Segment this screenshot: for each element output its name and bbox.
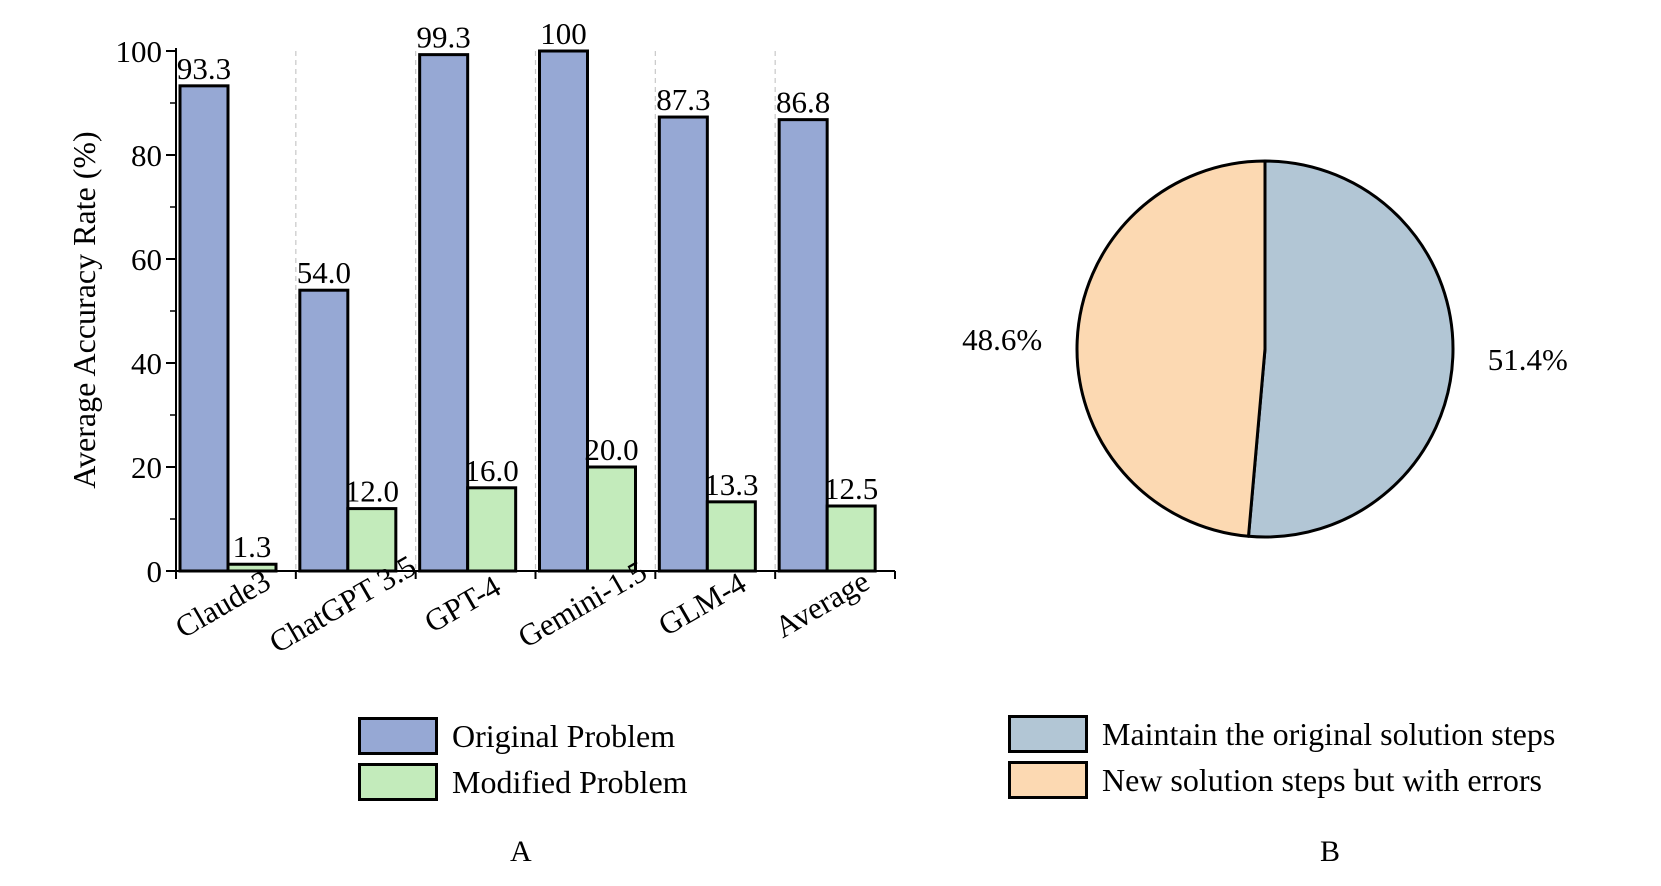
data-label: 16.0 [465, 453, 519, 488]
legend-label-original: Original Problem [452, 717, 676, 754]
legend-item-original: Original Problem [358, 713, 688, 759]
pie-label: 51.4% [1488, 342, 1568, 377]
bar [777, 118, 829, 573]
data-label: 12.0 [345, 474, 399, 509]
pie-slice [1246, 159, 1455, 539]
legend-item-modified: Modified Problem [358, 759, 688, 805]
data-label: 87.3 [656, 82, 710, 117]
pie-chart: 51.4% 48.6% [962, 159, 1568, 539]
bar-chart: Average Accuracy Rate (%) 93.3 1.3Claude3… [66, 16, 896, 660]
legend-label-modified: Modified Problem [452, 763, 688, 800]
y-tick-label: 40 [131, 346, 162, 381]
data-label: 93.3 [177, 51, 231, 86]
data-label: 13.3 [704, 467, 758, 502]
y-tick-label: 80 [131, 138, 162, 173]
bar [418, 53, 470, 573]
bar [825, 504, 877, 573]
bar [705, 500, 757, 573]
bar [298, 288, 350, 573]
data-label: 20.0 [584, 432, 638, 467]
x-tick-label: Claude3 [169, 563, 276, 645]
bar [538, 49, 589, 573]
data-label: 12.5 [824, 471, 878, 506]
x-tick-label: GPT-4 [418, 568, 507, 639]
pie-legend: Maintain the original solution steps New… [1008, 711, 1555, 803]
bar-legend: Original Problem Modified Problem [358, 713, 688, 805]
data-label: 99.3 [417, 20, 471, 55]
pie-label: 48.6% [962, 322, 1042, 357]
x-tick-label: Average [769, 563, 875, 645]
y-tick-label: 20 [131, 450, 162, 485]
legend-swatch-new-steps [1008, 761, 1088, 799]
legend-item-maintain: Maintain the original solution steps [1008, 711, 1555, 757]
legend-swatch-modified [358, 763, 438, 801]
bar [657, 115, 709, 573]
y-tick-label: 0 [147, 554, 163, 589]
legend-swatch-original [358, 717, 438, 755]
legend-swatch-maintain [1008, 715, 1088, 753]
y-tick-label: 60 [131, 242, 162, 277]
panel-label-a: A [510, 835, 532, 868]
data-label: 100 [540, 16, 587, 51]
legend-label-new-steps: New solution steps but with errors [1102, 761, 1542, 798]
x-tick-label: GLM-4 [652, 565, 752, 643]
y-axis-title: Average Accuracy Rate (%) [66, 131, 102, 488]
bar [466, 486, 518, 573]
y-tick-label: 100 [116, 34, 163, 69]
data-label: 86.8 [776, 85, 830, 120]
panel-label-b: B [1320, 835, 1341, 868]
legend-item-new-steps: New solution steps but with errors [1008, 757, 1555, 803]
bar [346, 507, 398, 573]
bar [586, 465, 637, 573]
data-label: 54.0 [297, 255, 351, 290]
data-label: 1.3 [233, 529, 272, 564]
bar [178, 84, 230, 573]
pie-slice [1075, 159, 1267, 538]
legend-label-maintain: Maintain the original solution steps [1102, 715, 1556, 752]
